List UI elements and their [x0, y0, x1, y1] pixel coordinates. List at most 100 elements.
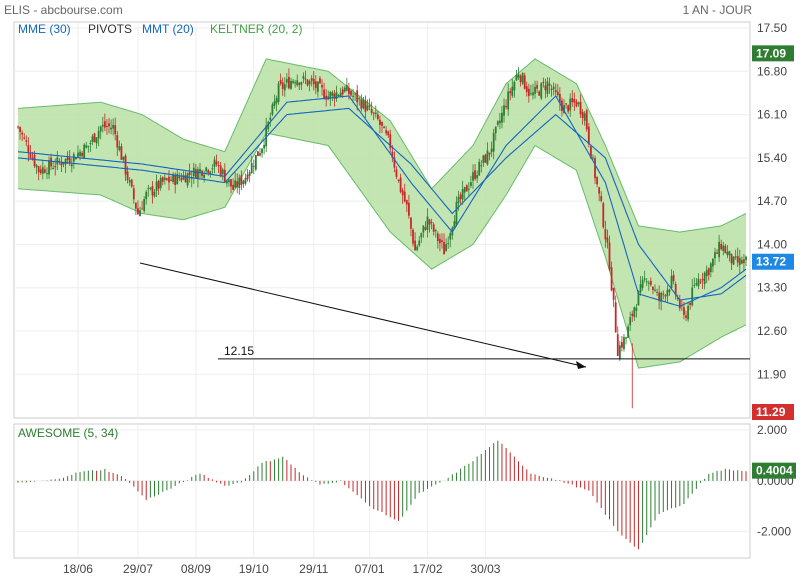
candle-body — [178, 176, 181, 179]
candle-body — [480, 165, 483, 167]
candle-body — [678, 299, 681, 309]
date-tick-label: 30/03 — [470, 562, 500, 576]
candle-body — [52, 168, 55, 170]
period-label[interactable]: 1 AN - JOUR — [683, 3, 753, 17]
legend-mmt[interactable]: MMT (20) — [142, 22, 194, 36]
candle-body — [72, 154, 75, 162]
candle-body — [25, 140, 28, 142]
candle-body — [712, 258, 714, 267]
candle-body — [672, 274, 675, 282]
candle-body — [606, 237, 609, 243]
candle-body — [581, 111, 584, 118]
candle-body — [35, 165, 38, 168]
candle-body — [64, 159, 67, 165]
candle-body — [556, 91, 559, 96]
candle-body — [296, 80, 299, 86]
candle-body — [180, 177, 183, 181]
candle-body — [114, 125, 117, 135]
candle-body — [244, 178, 247, 184]
candle-body — [583, 113, 586, 121]
candle-body — [176, 173, 179, 185]
candle-body — [153, 191, 156, 197]
candle-body — [701, 278, 704, 281]
candle-body — [670, 275, 673, 289]
candle-body — [530, 93, 532, 95]
candle-body — [19, 127, 21, 133]
candle-body — [463, 187, 466, 193]
candle-body — [97, 130, 100, 139]
candle-body — [604, 228, 607, 240]
candle-body — [565, 103, 567, 105]
candle-body — [39, 169, 42, 174]
candle-body — [476, 175, 479, 179]
candle-body — [352, 95, 354, 97]
candle-body — [279, 80, 282, 84]
price-tag-box — [752, 253, 794, 270]
candle-body — [27, 145, 30, 153]
candle-body — [461, 189, 464, 200]
legend-keltner[interactable]: KELTNER (20, 2) — [210, 22, 302, 36]
candle-body — [120, 146, 123, 160]
candle-body — [168, 176, 170, 183]
candle-body — [269, 117, 272, 120]
candle-body — [623, 337, 625, 350]
candle-body — [474, 170, 476, 179]
candle-body — [722, 245, 725, 251]
candle-body — [728, 250, 731, 256]
candle-body — [294, 82, 297, 84]
candle-body — [250, 162, 253, 173]
candle-body — [149, 187, 152, 189]
candle-body — [240, 175, 243, 186]
candle-body — [139, 210, 141, 217]
candle-body — [674, 283, 677, 296]
candle-body — [658, 292, 661, 301]
candle-body — [738, 257, 741, 266]
candle-body — [621, 342, 623, 348]
candle-body — [48, 160, 50, 175]
candle-body — [569, 98, 572, 111]
candle-body — [449, 233, 452, 240]
candles — [17, 67, 747, 409]
candle-body — [106, 125, 108, 127]
candle-body — [550, 88, 553, 91]
candle-body — [205, 167, 208, 172]
candle-body — [215, 161, 218, 165]
candle-body — [213, 159, 216, 167]
candle-body — [478, 161, 481, 176]
candle-body — [395, 169, 398, 177]
candle-body — [93, 133, 96, 142]
candle-body — [420, 233, 423, 238]
candle-body — [399, 177, 402, 192]
candle-body — [635, 307, 638, 311]
candle-body — [385, 130, 388, 134]
candle-body — [232, 184, 234, 190]
candle-body — [101, 124, 104, 127]
candle-body — [426, 216, 429, 230]
candle-body — [103, 121, 106, 128]
candle-body — [277, 83, 280, 103]
candle-body — [128, 180, 131, 183]
candle-body — [339, 92, 342, 97]
candle-body — [161, 177, 164, 182]
candle-body — [348, 87, 350, 95]
candle-body — [41, 167, 44, 174]
candle-body — [122, 156, 125, 160]
candle-body — [252, 165, 255, 167]
candle-body — [596, 177, 598, 185]
legend-pivots[interactable]: PIVOTS — [88, 22, 132, 36]
candle-body — [641, 279, 644, 288]
candle-body — [743, 259, 745, 264]
candle-body — [439, 238, 441, 244]
candle-body — [66, 156, 69, 160]
candle-body — [693, 285, 696, 287]
candle-body — [137, 208, 139, 215]
candle-body — [273, 101, 276, 106]
candle-body — [91, 136, 94, 143]
candle-body — [23, 137, 26, 139]
candle-body — [21, 132, 24, 135]
candle-body — [329, 92, 332, 99]
candle-body — [203, 174, 206, 178]
candle-body — [17, 126, 19, 128]
legend-mme[interactable]: MME (30) — [18, 22, 71, 36]
candle-body — [197, 169, 199, 180]
